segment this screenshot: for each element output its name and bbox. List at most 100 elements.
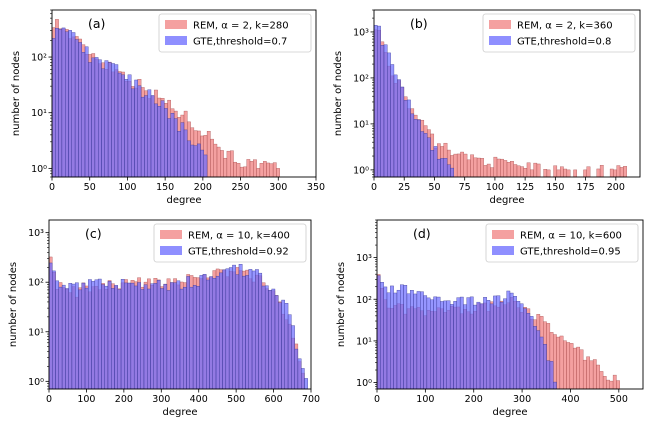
histogram-bar bbox=[114, 64, 119, 178]
histogram-bar bbox=[203, 154, 208, 178]
legend: REM, α = 2, k=280 GTE,threshold=0.7 bbox=[158, 13, 312, 53]
histogram-bar bbox=[543, 344, 547, 390]
histogram-bar bbox=[513, 164, 518, 178]
histogram-bar bbox=[619, 167, 624, 178]
histogram-bar bbox=[160, 288, 164, 390]
histogram-bar bbox=[238, 264, 243, 390]
histogram-bar bbox=[78, 289, 82, 390]
histogram-bar bbox=[230, 150, 234, 178]
histogram-bar bbox=[496, 295, 501, 390]
histogram-bar bbox=[499, 301, 504, 390]
y-tick-label: 10⁰ bbox=[28, 377, 44, 388]
histogram-bar bbox=[294, 348, 299, 390]
histogram-bar bbox=[233, 161, 237, 178]
histogram-bar bbox=[186, 276, 190, 390]
histogram-bar bbox=[469, 296, 474, 390]
legend-box bbox=[158, 13, 312, 53]
histogram-bar bbox=[377, 25, 381, 178]
histogram-bar bbox=[259, 163, 264, 178]
histogram-bar bbox=[483, 165, 488, 178]
histogram-bar bbox=[223, 157, 228, 178]
y-tick-label: 10³ bbox=[353, 27, 369, 38]
histogram-bar bbox=[264, 285, 269, 390]
histogram-bar bbox=[446, 164, 451, 178]
histogram-bar bbox=[58, 29, 63, 178]
histogram-bar bbox=[533, 326, 537, 390]
histogram-bar bbox=[235, 274, 240, 390]
legend-entry: GTE,threshold=0.92 bbox=[188, 247, 289, 258]
histogram-bar bbox=[466, 297, 471, 390]
histogram-bar bbox=[258, 272, 263, 390]
histogram-bar bbox=[147, 288, 151, 390]
histogram-bar bbox=[75, 282, 79, 390]
panel-tag: (b) bbox=[410, 16, 428, 31]
histogram-bar bbox=[173, 118, 178, 178]
histogram-bar bbox=[529, 316, 534, 390]
x-tick-label: 0 bbox=[46, 394, 52, 405]
histogram-bar bbox=[131, 88, 135, 178]
histogram-bar bbox=[533, 162, 538, 178]
histogram-bar bbox=[596, 168, 601, 178]
histogram-bar bbox=[101, 68, 105, 178]
histogram-bar bbox=[209, 276, 213, 390]
histogram-bar bbox=[417, 119, 421, 178]
histogram-bar bbox=[433, 146, 438, 178]
histogram-bar bbox=[479, 303, 484, 390]
histogram-bar bbox=[147, 89, 152, 178]
histogram-bar bbox=[199, 275, 204, 390]
histogram-bar bbox=[107, 281, 112, 390]
histogram-bar bbox=[390, 64, 395, 178]
histogram-bar bbox=[430, 150, 435, 178]
histogram-bar bbox=[539, 336, 544, 390]
x-tick-label: 0 bbox=[49, 182, 55, 193]
histogram-bar bbox=[400, 284, 404, 390]
histogram-bar bbox=[107, 62, 112, 178]
histogram-bar bbox=[536, 163, 541, 178]
x-tick-label: 100 bbox=[77, 394, 95, 405]
histogram-bar bbox=[553, 334, 557, 390]
axes-frame bbox=[373, 9, 641, 178]
histogram-bar bbox=[470, 154, 474, 178]
histogram-bar bbox=[154, 103, 158, 178]
legend-swatch bbox=[160, 246, 182, 255]
histogram-bar bbox=[460, 151, 464, 178]
histogram-bar bbox=[506, 290, 511, 390]
histogram-bar bbox=[506, 162, 511, 178]
histogram-bar bbox=[61, 27, 66, 178]
histogram-bar bbox=[68, 30, 72, 178]
histogram-bar bbox=[78, 42, 82, 178]
x-tick-label: 400 bbox=[561, 394, 579, 405]
histogram-bar bbox=[596, 364, 600, 390]
histogram-bar bbox=[486, 163, 491, 178]
y-axis-label: number of nodes bbox=[11, 51, 22, 136]
histogram-bar bbox=[380, 282, 384, 390]
legend-swatch bbox=[492, 230, 514, 239]
legend-swatch bbox=[165, 20, 187, 29]
histogram-bar bbox=[383, 286, 388, 390]
histogram-bar bbox=[278, 302, 282, 390]
legend-entry: REM, α = 10, k=400 bbox=[188, 231, 290, 242]
histogram-bar bbox=[213, 143, 218, 178]
legend-swatch bbox=[492, 246, 514, 255]
histogram-bar bbox=[65, 31, 69, 178]
histogram-bar bbox=[61, 284, 66, 390]
histogram-bar bbox=[456, 153, 461, 178]
histogram-bar bbox=[509, 292, 514, 390]
histogram-bar bbox=[413, 119, 418, 178]
histogram-bar bbox=[173, 282, 177, 390]
histogram-bar bbox=[114, 285, 118, 390]
histogram-bar bbox=[410, 290, 414, 390]
histogram-bar bbox=[400, 86, 405, 178]
histogram-bar bbox=[566, 169, 571, 178]
histogram-bar bbox=[140, 289, 145, 390]
histogram-bar bbox=[71, 32, 76, 178]
x-tick-label: 100 bbox=[486, 182, 504, 193]
histogram-bar bbox=[459, 296, 464, 390]
histogram-bar bbox=[443, 300, 447, 390]
histogram-bar bbox=[58, 286, 63, 390]
legend-entry: GTE,threshold=0.8 bbox=[517, 37, 611, 48]
legend-swatch bbox=[489, 36, 511, 45]
histogram-bar bbox=[166, 290, 171, 390]
histogram-bar bbox=[251, 270, 256, 390]
y-tick-label: 10³ bbox=[28, 228, 44, 239]
